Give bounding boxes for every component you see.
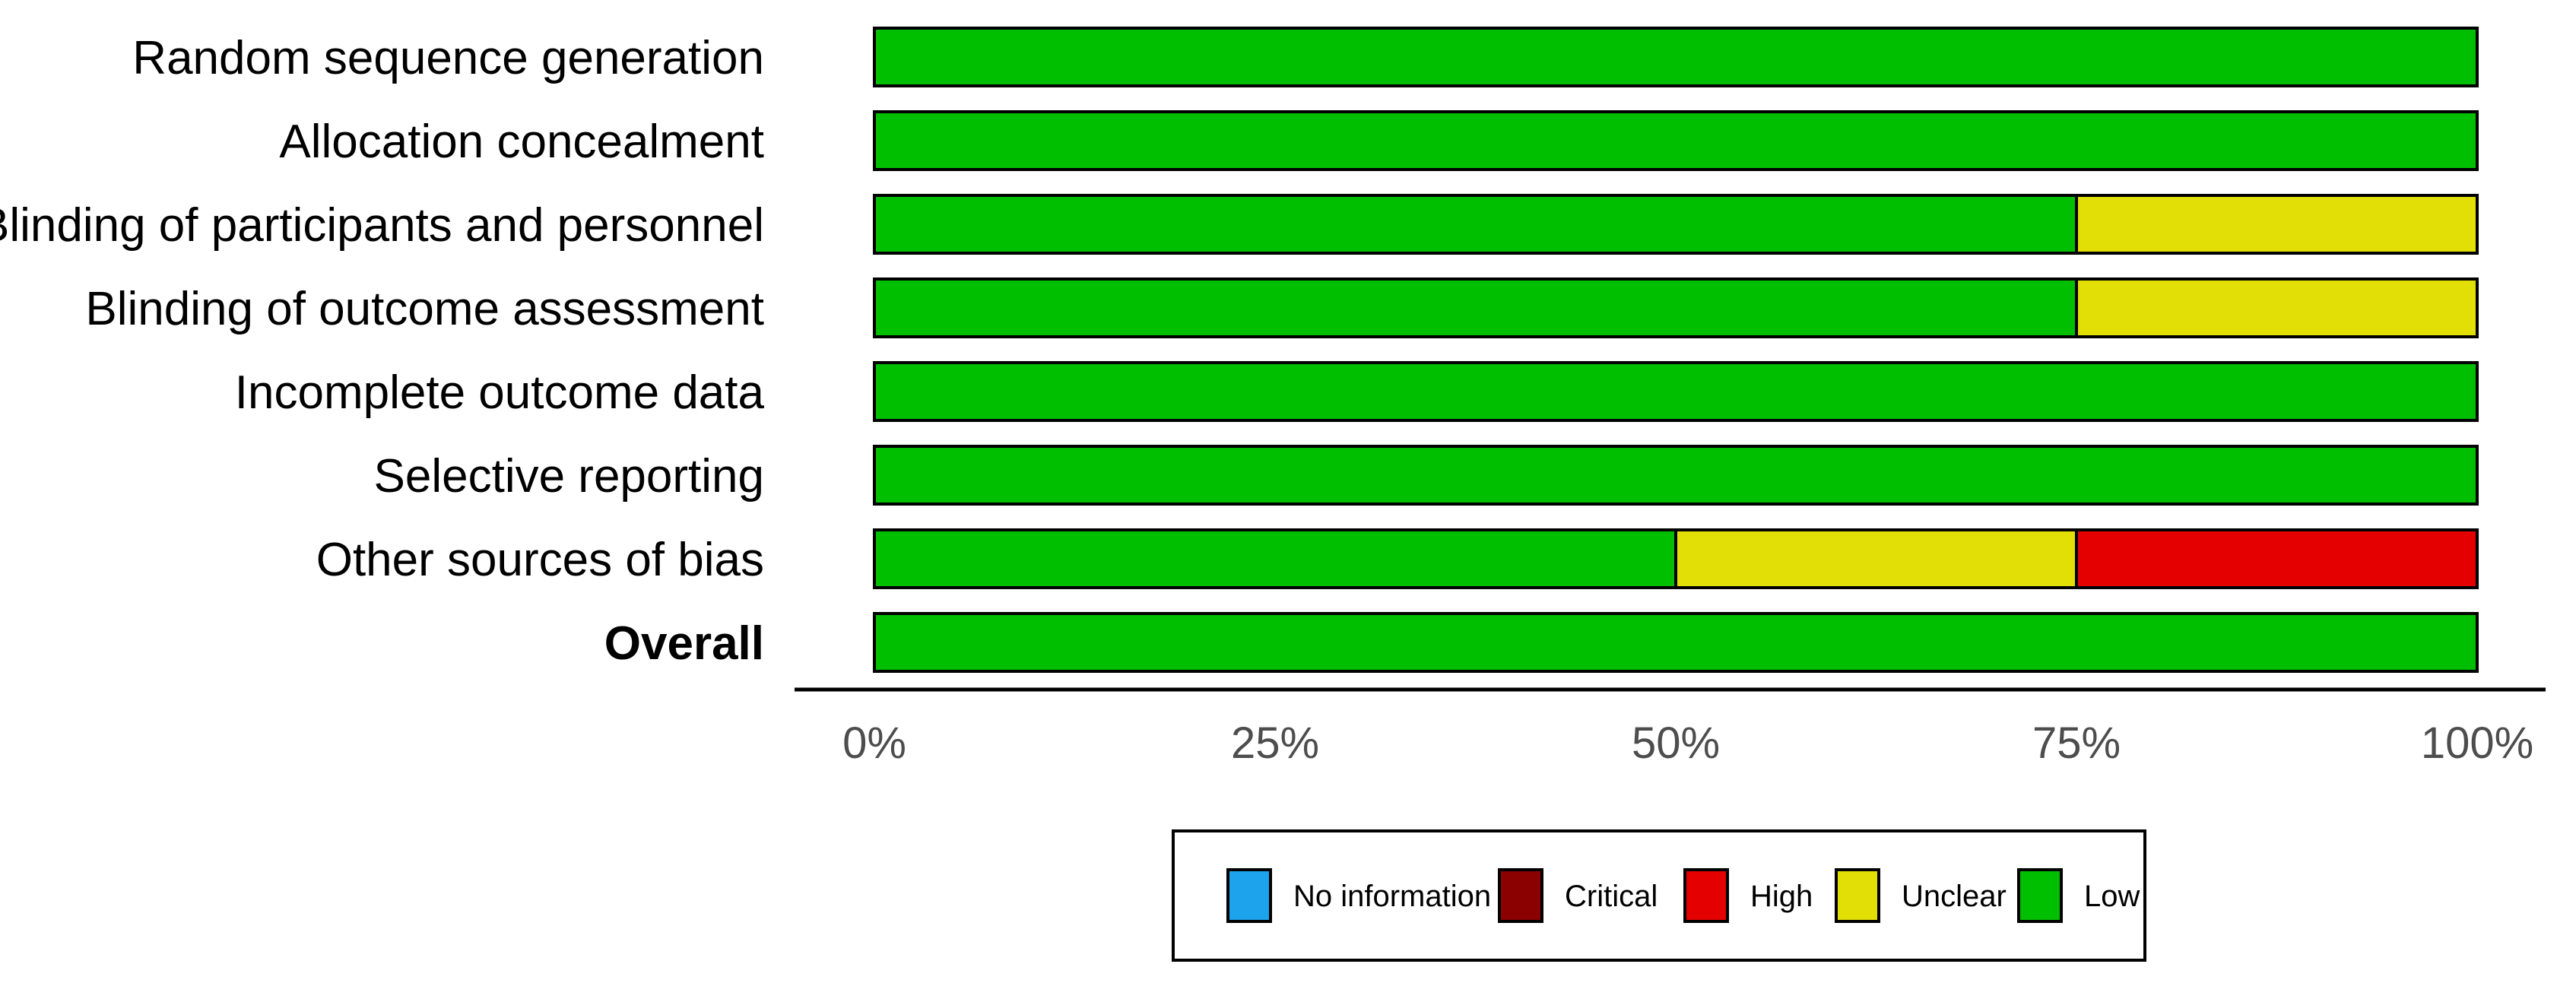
category-label: Selective reporting xyxy=(374,450,765,503)
bar-segment-high xyxy=(2075,528,2479,589)
bar-segment-unclear xyxy=(1674,528,2078,589)
x-tick-label: 75% xyxy=(2032,718,2121,768)
bar-segment-low xyxy=(873,528,1677,589)
legend-item-low: Low xyxy=(2017,868,2140,923)
legend-swatch xyxy=(1226,868,1272,923)
legend: No information Critical High Unclear Low xyxy=(1172,829,2146,962)
category-label: Overall xyxy=(604,617,764,670)
bar-row-incomplete-outcome-data xyxy=(873,361,2479,422)
legend-swatch xyxy=(1835,868,1880,923)
category-label: Allocation concealment xyxy=(279,116,764,168)
bars-layer xyxy=(873,27,2479,673)
legend-label: Low xyxy=(2084,880,2140,913)
category-label: Other sources of bias xyxy=(316,534,764,586)
legend-label: No information xyxy=(1293,880,1491,913)
bar-row-blinding-of-outcome-assessment xyxy=(873,277,2479,338)
bar-segment-low xyxy=(873,612,2479,673)
category-labels: Random sequence generation Allocation con… xyxy=(0,32,765,670)
bar-segment-low xyxy=(873,277,2078,338)
category-label: Blinding of outcome assessment xyxy=(85,283,764,335)
x-tick-label: 0% xyxy=(842,718,906,768)
bar-row-selective-reporting xyxy=(873,445,2479,506)
legend-item-unclear: Unclear xyxy=(1835,868,2007,923)
category-label: Blinding of participants and personnel xyxy=(0,199,764,252)
x-tick-label: 100% xyxy=(2421,718,2533,768)
legend-item-critical: Critical xyxy=(1498,868,1658,923)
bar-segment-low xyxy=(873,27,2479,87)
bar-segment-low xyxy=(873,110,2479,171)
bar-row-overall xyxy=(873,612,2479,673)
legend-item-no-information: No information xyxy=(1226,868,1491,923)
legend-label: Unclear xyxy=(1902,880,2007,913)
legend-item-high: High xyxy=(1683,868,1813,923)
x-tick-label: 25% xyxy=(1231,718,1319,768)
bar-segment-unclear xyxy=(2075,194,2479,255)
x-axis: 0% 25% 50% 75% 100% xyxy=(795,687,2546,768)
legend-swatch xyxy=(1683,868,1729,923)
bar-segment-low xyxy=(873,194,2078,255)
bar-segment-low xyxy=(873,445,2479,506)
legend-box xyxy=(1172,829,2146,962)
bar-row-other-sources-of-bias xyxy=(873,528,2479,589)
legend-label: High xyxy=(1750,880,1813,913)
bar-row-blinding-of-participants-and-personnel xyxy=(873,194,2479,255)
bar-row-random-sequence-generation xyxy=(873,27,2479,87)
legend-swatch xyxy=(1498,868,1543,923)
legend-swatch xyxy=(2017,868,2063,923)
bar-row-allocation-concealment xyxy=(873,110,2479,171)
bar-segment-unclear xyxy=(2075,277,2479,338)
x-tick-label: 50% xyxy=(1632,718,1720,768)
legend-label: Critical xyxy=(1565,880,1658,913)
category-label: Incomplete outcome data xyxy=(235,366,765,419)
category-label: Random sequence generation xyxy=(132,32,764,84)
bar-segment-low xyxy=(873,361,2479,422)
